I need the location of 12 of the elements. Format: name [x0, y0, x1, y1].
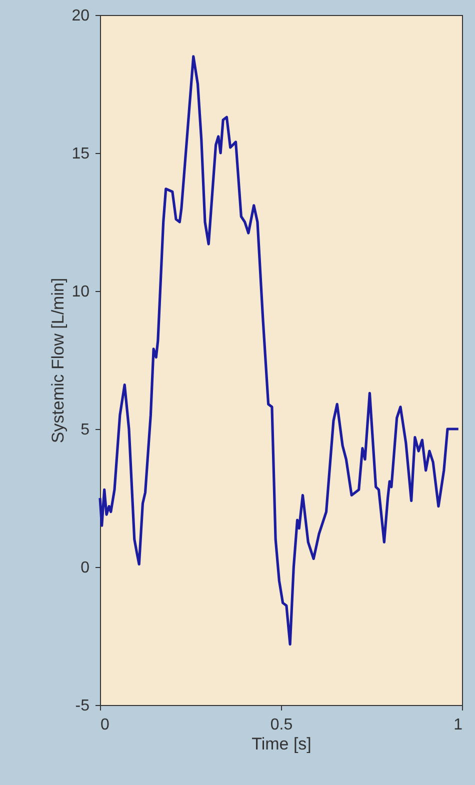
x-tick-label: 0: [100, 716, 110, 734]
y-tick-label: 0: [80, 560, 90, 576]
y-tick-label: 10: [72, 284, 90, 300]
y-tick-label: 20: [72, 8, 90, 24]
x-tick-label: 0.5: [270, 716, 293, 734]
y-axis-title: Systemic Flow [L/min]: [48, 278, 68, 444]
y-tick-label: 15: [72, 146, 90, 162]
line-series: [98, 55, 460, 646]
x-axis-title: Time [s]: [252, 734, 312, 754]
y-tick-label: -5: [75, 698, 90, 714]
x-tick-label: 1: [454, 716, 463, 734]
y-tick-label: 5: [80, 422, 90, 438]
